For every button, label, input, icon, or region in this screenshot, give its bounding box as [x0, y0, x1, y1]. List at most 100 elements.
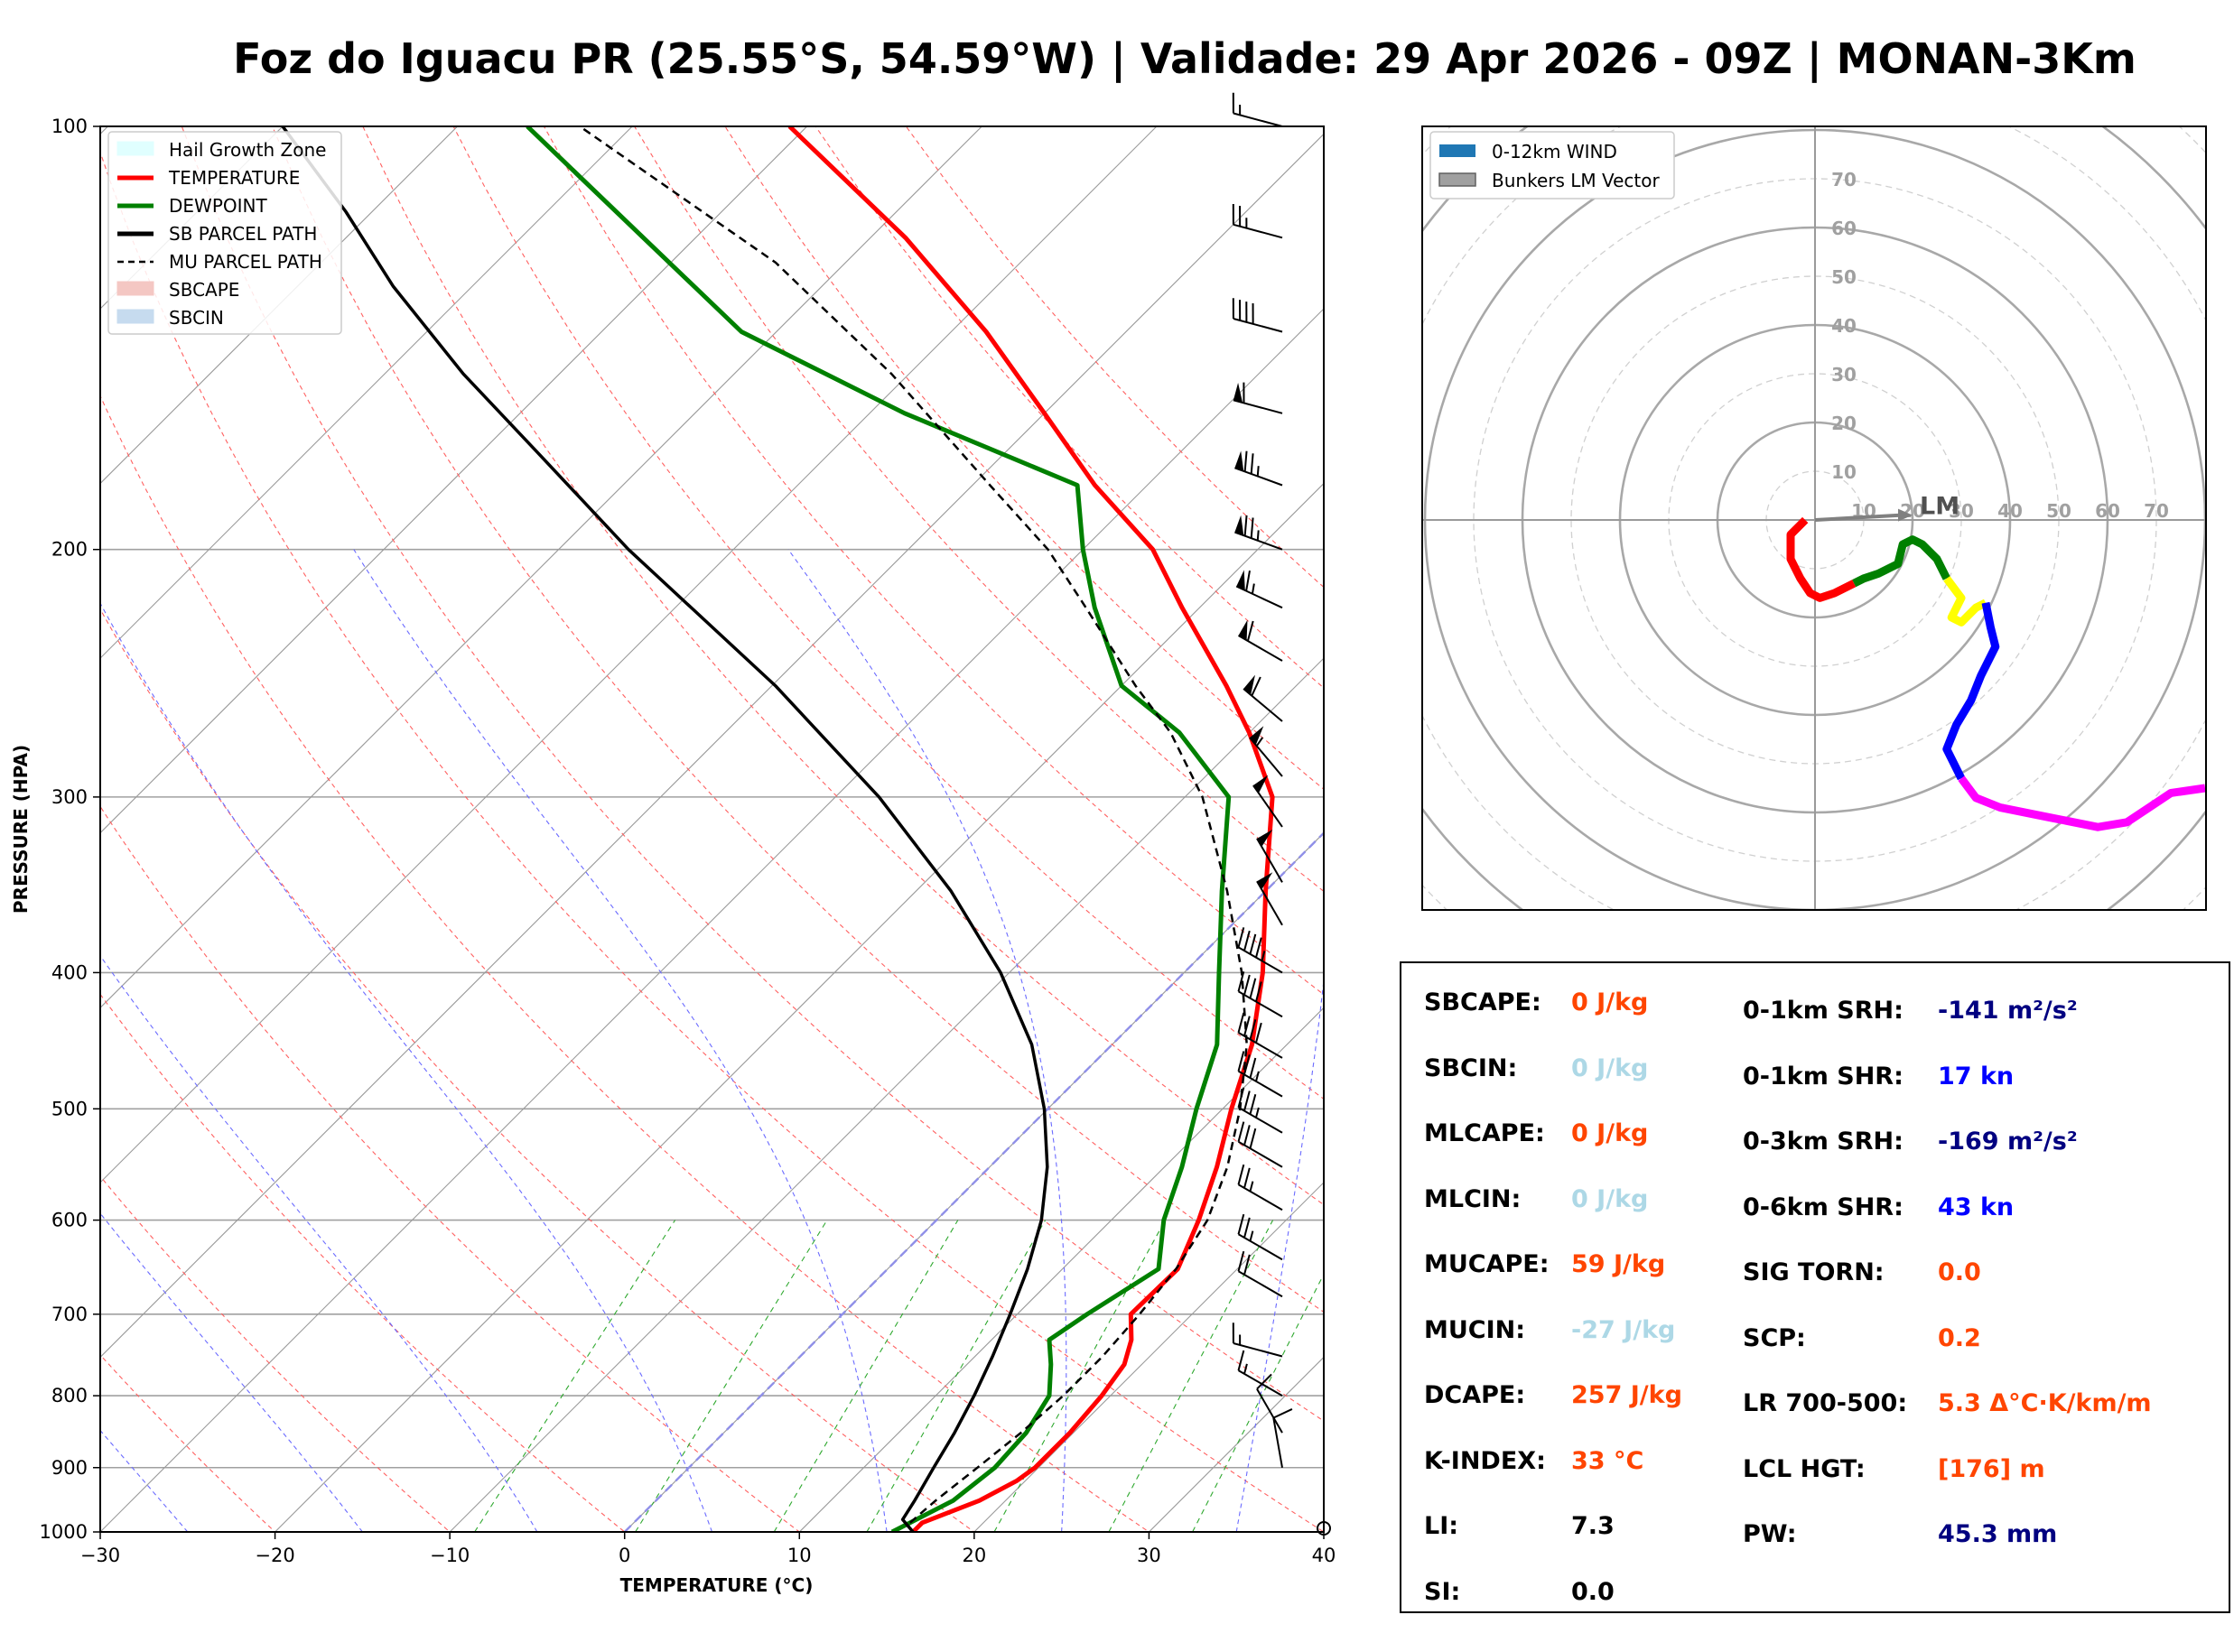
isotherm-line — [973, 1182, 1324, 1532]
series-mu-parcel-path — [579, 126, 1248, 1524]
hodo-ring-label-u: 40 — [1997, 500, 2023, 522]
barb-full — [1243, 1054, 1251, 1075]
y-tick-label: 200 — [51, 539, 88, 561]
barb-full — [1243, 1167, 1251, 1189]
param-row: LI: 7.3 — [1424, 1512, 1615, 1540]
dry-adiabat — [100, 805, 801, 1532]
param-label: MLCIN: — [1424, 1184, 1522, 1213]
isotherm-line — [624, 831, 1324, 1532]
isotherm-line — [100, 308, 1324, 1532]
y-tick-label: 1000 — [40, 1521, 88, 1543]
moist-adiabat — [100, 1429, 189, 1532]
barb-staff — [1238, 1270, 1283, 1298]
mixing-ratio-line — [773, 1220, 959, 1532]
barb-flag — [1257, 829, 1273, 847]
param-value: 257 J/kg — [1571, 1381, 1682, 1409]
legend-label: MU PARCEL PATH — [169, 251, 322, 273]
wind-barb — [1256, 829, 1283, 883]
hodograph-legend: 0-12km WIND Bunkers LM Vector — [1429, 131, 1675, 200]
isotherm-line — [100, 126, 808, 834]
param-value: -169 m²/s² — [1938, 1128, 2078, 1155]
dry-adiabat — [100, 394, 1150, 1532]
legend-label: Bunkers LM Vector — [1492, 170, 1661, 191]
hodo-ring-label-v: 30 — [1831, 364, 1857, 385]
hodo-segment — [1786, 516, 1857, 602]
wind-barb — [1237, 927, 1283, 974]
param-row: LCL HGT: [176] m — [1743, 1455, 2045, 1483]
barb-full — [1245, 570, 1251, 591]
dry-adiabat — [362, 126, 1324, 1206]
hodo-segment — [1942, 601, 2000, 781]
param-row: SCP: 0.2 — [1743, 1323, 1981, 1352]
series-sb-parcel-path — [281, 126, 1049, 1532]
param-value: 0.2 — [1938, 1323, 1981, 1352]
param-label: SCP: — [1743, 1323, 1806, 1352]
barb-full — [1243, 515, 1248, 536]
hodograph-frame — [1421, 125, 2207, 911]
param-row: MUCIN: -27 J/kg — [1424, 1316, 1675, 1344]
barb-full — [1249, 978, 1257, 999]
legend-swatch — [116, 141, 154, 156]
wind-barb — [1256, 1373, 1283, 1434]
barb-flag — [1252, 775, 1269, 794]
param-value: 17 kn — [1938, 1062, 2015, 1091]
series-dewpoint — [526, 126, 1232, 1532]
barb-full — [1243, 1016, 1251, 1036]
wind-barb — [1232, 298, 1283, 333]
barb-staff — [1238, 1032, 1283, 1059]
wind-barb — [1234, 515, 1283, 551]
param-label: SIG TORN: — [1743, 1258, 1885, 1286]
barb-flag — [1257, 872, 1273, 890]
dry-adiabat — [543, 126, 1324, 996]
barb-full — [1249, 1057, 1257, 1079]
dry-adiabat — [100, 151, 1324, 1532]
isotherm-line — [275, 482, 1324, 1532]
param-value: 33 °C — [1571, 1446, 1644, 1475]
wind-barb — [1233, 382, 1283, 414]
y-tick-label: 900 — [51, 1457, 88, 1479]
mixing-ratio-line — [474, 1220, 676, 1532]
barb-staff — [1233, 112, 1283, 127]
wind-barb — [1232, 203, 1283, 239]
mixing-ratio-line — [635, 1220, 828, 1532]
skewt-plot-area — [100, 126, 1324, 1532]
barb-flag — [1243, 674, 1255, 695]
barb-full — [1243, 1091, 1251, 1111]
legend-label: SBCAPE — [169, 279, 239, 301]
barb-flag — [1234, 515, 1244, 536]
barb-staff — [1272, 1417, 1283, 1468]
dry-adiabat — [724, 126, 1324, 790]
param-value: -141 m²/s² — [1938, 997, 2078, 1025]
param-value: 5.3 Δ°C·K/km/m — [1938, 1389, 2152, 1417]
legend-label: DEWPOINT — [169, 195, 267, 217]
x-tick-label: 10 — [787, 1545, 812, 1566]
param-label: 0-6km SHR: — [1743, 1193, 1904, 1221]
param-label: LR 700-500: — [1743, 1389, 1908, 1417]
param-row: 0-3km SRH: -169 m²/s² — [1743, 1128, 2078, 1155]
isotherm-line — [100, 126, 458, 485]
barb-flag — [1233, 382, 1243, 404]
barb-full — [1249, 1093, 1257, 1115]
y-tick-label: 300 — [51, 786, 88, 808]
hodo-ring — [1230, 0, 2234, 1105]
barb-half — [1261, 951, 1266, 961]
barb-staff — [1249, 737, 1283, 777]
legend-label: Hail Growth Zone — [169, 139, 326, 161]
barb-full — [1251, 676, 1261, 697]
param-label: K-INDEX: — [1424, 1446, 1546, 1475]
x-tick-label: 30 — [1137, 1545, 1161, 1566]
param-row: DCAPE: 257 J/kg — [1424, 1381, 1682, 1409]
x-axis-label: TEMPERATURE (°C) — [620, 1574, 814, 1596]
param-value: 0 J/kg — [1571, 1119, 1649, 1147]
barb-half — [1256, 466, 1260, 477]
param-value: 0 J/kg — [1571, 1184, 1649, 1213]
x-tick-label: −20 — [255, 1545, 294, 1566]
legend-swatch — [1438, 172, 1476, 187]
legend-label: 0-12km WIND — [1492, 141, 1617, 162]
x-tick-label: 40 — [1312, 1545, 1336, 1566]
wind-barb — [1256, 872, 1283, 926]
isotherm-line — [798, 1007, 1324, 1532]
barb-full — [1249, 933, 1257, 955]
wind-barb — [1237, 1121, 1283, 1168]
